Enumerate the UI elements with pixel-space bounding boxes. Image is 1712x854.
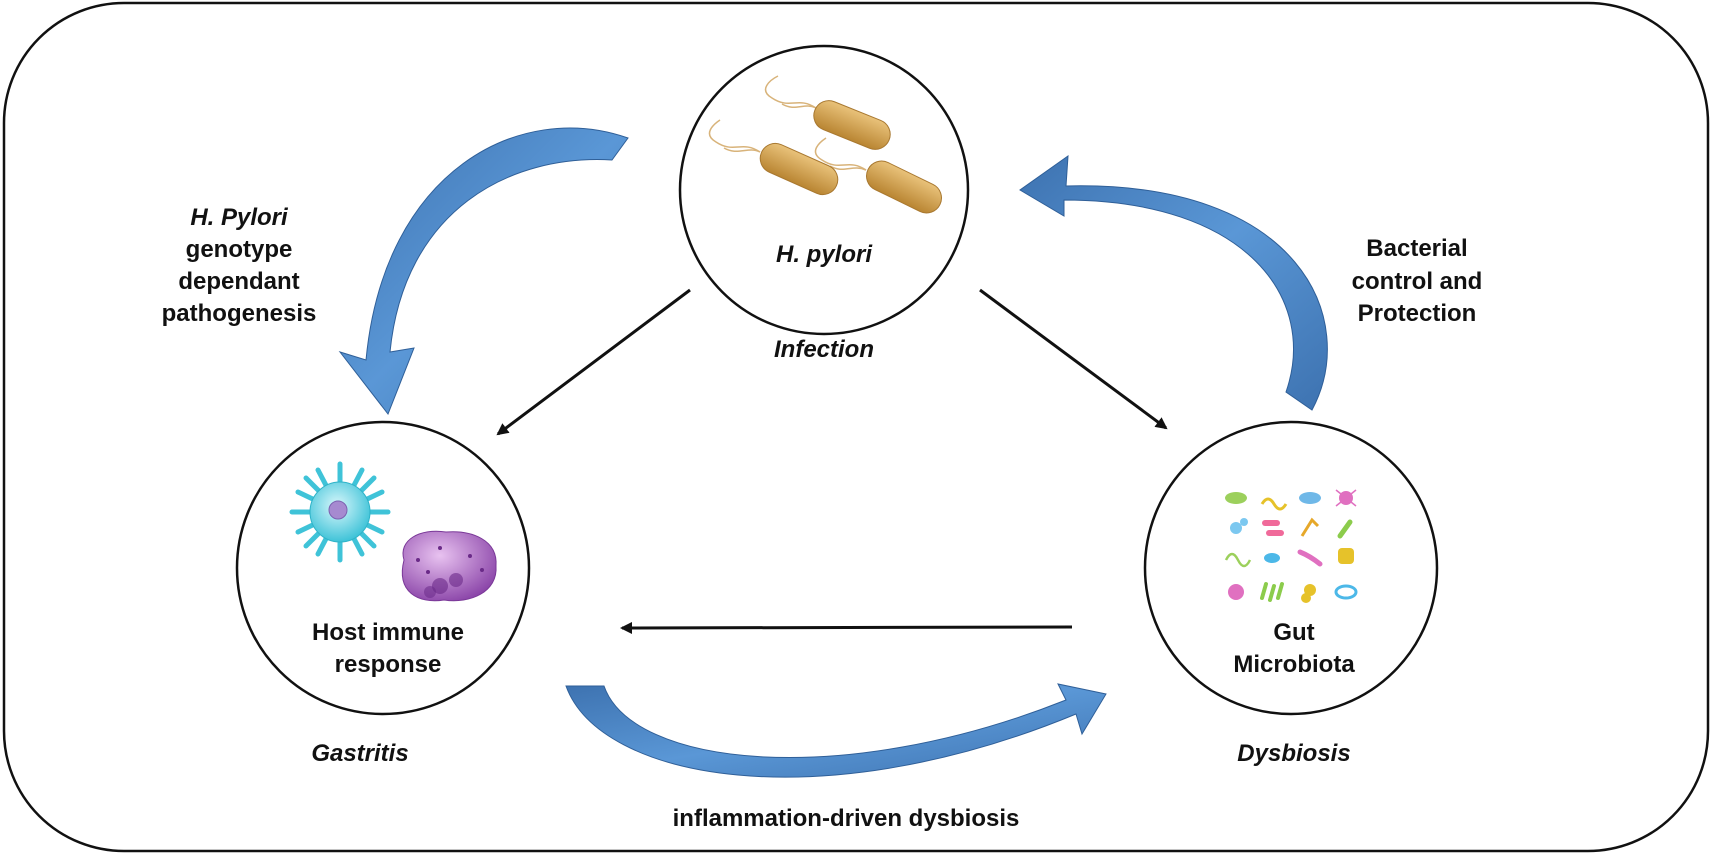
gut-microbiota-node [1143, 420, 1439, 716]
immune-cells-icon [289, 461, 497, 602]
host-immune-label-line1: Host immune [312, 619, 464, 646]
gastritis-caption: Gastritis [311, 740, 408, 767]
left-edge-label-line4: pathogenesis [162, 300, 317, 327]
right-edge-label-line1: Bacterial [1366, 235, 1467, 262]
dendritic-cell-icon [289, 461, 391, 563]
right-edge-label-line3: Protection [1358, 300, 1477, 327]
microbes-grid-icon [1224, 489, 1358, 603]
gut-label-line2: Microbiota [1233, 651, 1355, 678]
arrow-gut-to-host [620, 621, 1073, 634]
bottom-curve-arrow [565, 683, 1107, 778]
dysbiosis-caption: Dysbiosis [1237, 740, 1350, 767]
host-immune-label-line2: response [335, 651, 442, 678]
bottom-edge-label: inflammation-driven dysbiosis [673, 805, 1020, 832]
left-edge-label-line1: H. Pylori [190, 204, 289, 231]
right-curve-arrow [1019, 154, 1328, 411]
arrow-hpylori-to-host [496, 288, 691, 436]
left-curve-arrow [338, 127, 629, 416]
arrow-hpylori-to-gut [979, 288, 1168, 430]
rod-bacteria-icon [708, 75, 942, 214]
gut-label-line1: Gut [1273, 619, 1314, 646]
left-edge-label-line3: dependant [178, 268, 299, 295]
left-edge-label-line2: genotype [186, 236, 293, 263]
macrophage-cell-icon [401, 530, 497, 602]
h-pylori-label: H. pylori [776, 241, 873, 268]
infection-caption: Infection [774, 336, 874, 363]
right-edge-label-line2: control and [1352, 268, 1483, 295]
